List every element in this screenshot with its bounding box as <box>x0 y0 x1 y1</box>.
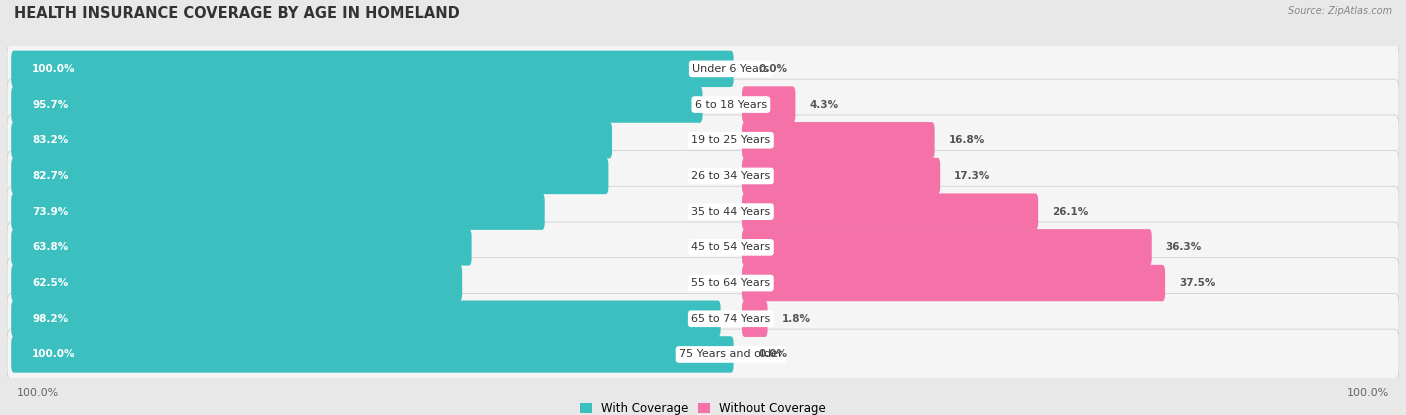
Text: HEALTH INSURANCE COVERAGE BY AGE IN HOMELAND: HEALTH INSURANCE COVERAGE BY AGE IN HOME… <box>14 6 460 21</box>
Text: 65 to 74 Years: 65 to 74 Years <box>692 314 770 324</box>
Text: 0.0%: 0.0% <box>759 349 787 359</box>
FancyBboxPatch shape <box>7 222 1399 273</box>
Text: 95.7%: 95.7% <box>32 100 69 110</box>
FancyBboxPatch shape <box>7 258 1399 308</box>
FancyBboxPatch shape <box>7 186 1399 237</box>
FancyBboxPatch shape <box>742 122 935 159</box>
Legend: With Coverage, Without Coverage: With Coverage, Without Coverage <box>575 398 831 415</box>
Text: 100.0%: 100.0% <box>1347 388 1389 398</box>
FancyBboxPatch shape <box>11 300 721 337</box>
FancyBboxPatch shape <box>742 193 1038 230</box>
FancyBboxPatch shape <box>11 158 609 194</box>
Text: 73.9%: 73.9% <box>32 207 69 217</box>
Text: 37.5%: 37.5% <box>1180 278 1215 288</box>
Text: 75 Years and older: 75 Years and older <box>679 349 783 359</box>
Text: 55 to 64 Years: 55 to 64 Years <box>692 278 770 288</box>
Text: 19 to 25 Years: 19 to 25 Years <box>692 135 770 145</box>
Text: 62.5%: 62.5% <box>32 278 69 288</box>
FancyBboxPatch shape <box>742 300 768 337</box>
FancyBboxPatch shape <box>11 265 463 301</box>
Text: 100.0%: 100.0% <box>32 349 76 359</box>
FancyBboxPatch shape <box>11 122 612 159</box>
Text: 98.2%: 98.2% <box>32 314 69 324</box>
FancyBboxPatch shape <box>7 79 1399 130</box>
Text: 0.0%: 0.0% <box>759 64 787 74</box>
FancyBboxPatch shape <box>7 44 1399 94</box>
Text: 26 to 34 Years: 26 to 34 Years <box>692 171 770 181</box>
Text: 26.1%: 26.1% <box>1052 207 1088 217</box>
FancyBboxPatch shape <box>742 86 796 123</box>
Text: 100.0%: 100.0% <box>17 388 59 398</box>
Text: 35 to 44 Years: 35 to 44 Years <box>692 207 770 217</box>
FancyBboxPatch shape <box>11 229 471 266</box>
FancyBboxPatch shape <box>742 158 941 194</box>
Text: Source: ZipAtlas.com: Source: ZipAtlas.com <box>1288 6 1392 16</box>
FancyBboxPatch shape <box>11 193 544 230</box>
FancyBboxPatch shape <box>7 151 1399 201</box>
Text: 36.3%: 36.3% <box>1166 242 1202 252</box>
FancyBboxPatch shape <box>11 51 734 87</box>
Text: 100.0%: 100.0% <box>32 64 76 74</box>
Text: 63.8%: 63.8% <box>32 242 69 252</box>
Text: 17.3%: 17.3% <box>955 171 990 181</box>
Text: 83.2%: 83.2% <box>32 135 69 145</box>
FancyBboxPatch shape <box>7 115 1399 166</box>
FancyBboxPatch shape <box>742 229 1152 266</box>
Text: 1.8%: 1.8% <box>782 314 810 324</box>
FancyBboxPatch shape <box>11 336 734 373</box>
FancyBboxPatch shape <box>11 86 703 123</box>
FancyBboxPatch shape <box>742 265 1166 301</box>
Text: 45 to 54 Years: 45 to 54 Years <box>692 242 770 252</box>
Text: 82.7%: 82.7% <box>32 171 69 181</box>
Text: Under 6 Years: Under 6 Years <box>692 64 769 74</box>
Text: 4.3%: 4.3% <box>810 100 838 110</box>
FancyBboxPatch shape <box>7 329 1399 380</box>
Text: 16.8%: 16.8% <box>949 135 984 145</box>
Text: 6 to 18 Years: 6 to 18 Years <box>695 100 766 110</box>
FancyBboxPatch shape <box>7 293 1399 344</box>
